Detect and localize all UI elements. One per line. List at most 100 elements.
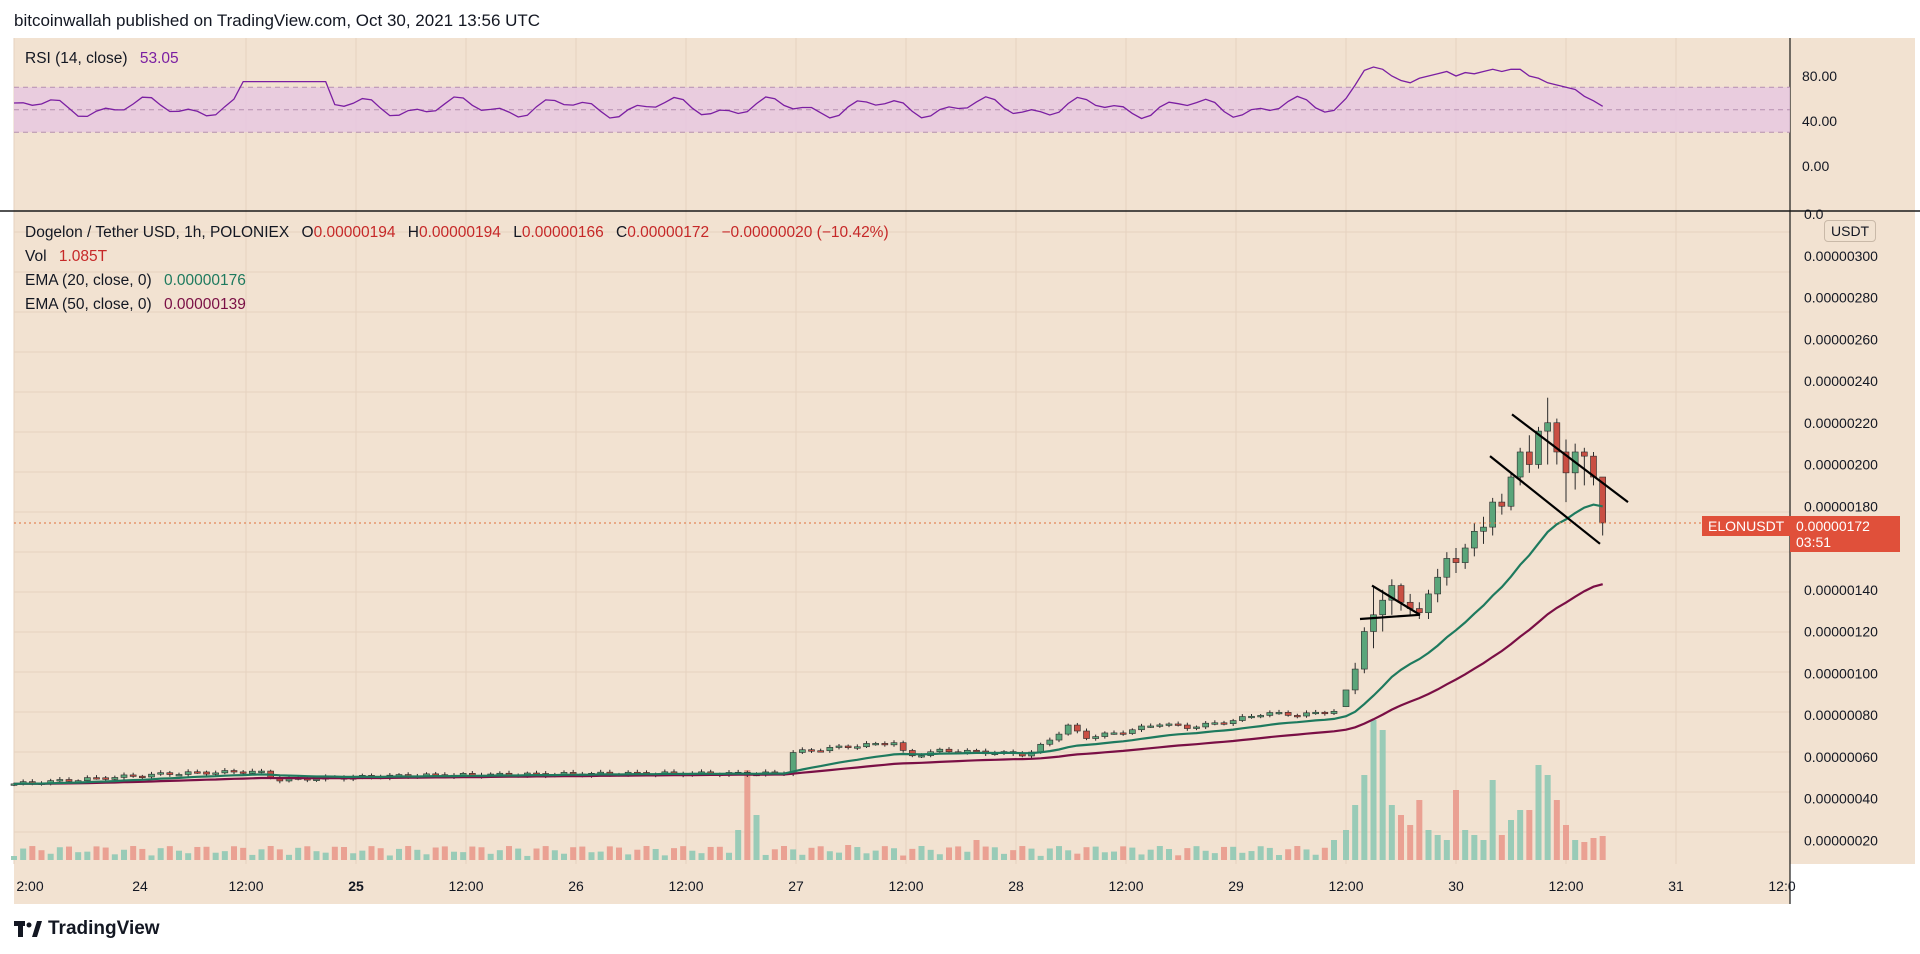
candle-up xyxy=(1147,725,1154,728)
candle-up xyxy=(1129,729,1136,734)
candle-up xyxy=(1312,711,1319,715)
rsi-band xyxy=(14,87,1790,133)
volume-bar xyxy=(212,852,219,860)
candle-up xyxy=(258,770,265,773)
volume-bar xyxy=(286,854,292,860)
plot-background xyxy=(14,38,1790,864)
volume-bar xyxy=(900,855,907,860)
candle-up xyxy=(249,770,256,774)
time-tick-label: 31 xyxy=(1668,878,1684,894)
volume-bar xyxy=(891,848,897,860)
last-price-value: 0.00000172 xyxy=(1796,518,1870,534)
time-tick-label: 29 xyxy=(1228,878,1244,894)
volume-bar xyxy=(1398,815,1404,860)
price-tick-label: 0.00000240 xyxy=(1804,373,1878,389)
low-value: 0.00000166 xyxy=(521,224,604,241)
volume-bar xyxy=(1230,846,1237,860)
candle-up xyxy=(1516,451,1524,478)
candle-up xyxy=(936,748,944,753)
volume-bar xyxy=(47,853,54,860)
time-tick-label: 25 xyxy=(348,878,364,894)
volume-bar xyxy=(826,851,833,860)
volume-bar xyxy=(304,846,311,860)
ohlc-high: H0.00000194 xyxy=(408,224,501,241)
volume-bar xyxy=(1266,847,1273,860)
volume-bar xyxy=(93,846,100,860)
volume-bar xyxy=(597,851,604,860)
volume-bar xyxy=(1361,775,1368,860)
candle-down xyxy=(1083,730,1090,739)
candle-up xyxy=(157,772,164,775)
volume-bar xyxy=(1257,846,1264,860)
ohlc-low: L0.00000166 xyxy=(513,224,604,241)
volume-bar xyxy=(1321,847,1328,860)
candle-up xyxy=(1361,631,1368,670)
symbol-price-tag: ELONUSDT xyxy=(1702,516,1791,536)
volume-bar xyxy=(1416,800,1423,860)
volume-bar xyxy=(1028,848,1035,860)
open-value: 0.00000194 xyxy=(313,224,396,241)
volume-bar xyxy=(84,851,91,860)
time-tick-label: 12:00 xyxy=(1548,878,1583,894)
volume-bar xyxy=(1508,820,1514,860)
candle-up xyxy=(1055,733,1063,741)
volume-bar xyxy=(276,849,283,860)
candle-up xyxy=(1351,668,1359,691)
vol-value: 1.085T xyxy=(58,248,108,265)
candle-up xyxy=(1202,722,1209,728)
volume-bar xyxy=(1517,810,1524,860)
high-value: 0.00000194 xyxy=(419,224,501,241)
candle-down xyxy=(899,742,907,751)
ema50-legend: EMA (50, close, 0) 0.00000139 xyxy=(25,296,254,314)
volume-bar xyxy=(808,847,815,860)
candle-up xyxy=(854,746,861,749)
symbol-label[interactable]: Dogelon / Tether USD, 1h, POLONIEX xyxy=(25,224,290,241)
volume-bar xyxy=(964,851,971,860)
candle-down xyxy=(102,777,109,780)
volume-bar xyxy=(579,846,586,860)
volume-bar xyxy=(854,847,861,860)
candle-up xyxy=(1303,712,1310,717)
candle-up xyxy=(872,743,879,746)
candle-down xyxy=(817,750,824,753)
currency-badge[interactable]: USDT xyxy=(1824,220,1877,242)
volume-bar xyxy=(1312,854,1319,860)
candle-down xyxy=(166,772,174,775)
volume-bar xyxy=(845,845,852,860)
tradingview-logo[interactable]: TradingView xyxy=(14,918,160,940)
time-tick-label: 12:00 xyxy=(888,878,923,894)
chart-area[interactable]: 80.00 40.00 0.00 0.00000020 0.00000040 0.0000… xyxy=(0,38,1920,904)
volume-bar xyxy=(1443,840,1450,860)
volume-bar xyxy=(1572,840,1579,860)
trendline xyxy=(1371,584,1421,616)
volume-bar xyxy=(130,846,137,860)
brand-label: TradingView xyxy=(48,918,160,939)
volume-bar xyxy=(707,846,714,860)
volume-bar xyxy=(551,850,558,860)
time-tick-label: 12:00 xyxy=(1108,878,1143,894)
candle-down xyxy=(1119,732,1127,735)
volume-bar xyxy=(927,849,934,860)
volume-bar xyxy=(487,853,494,860)
candle-up xyxy=(918,755,925,758)
candle-up xyxy=(1461,547,1469,563)
volume-bar xyxy=(799,854,806,860)
volume-bar xyxy=(1202,850,1209,860)
volume-bar xyxy=(20,848,27,860)
volume-bar xyxy=(753,815,760,860)
time-tick-label: 2:00 xyxy=(16,878,43,894)
volume-bar xyxy=(341,847,347,860)
candle-down xyxy=(1562,451,1570,474)
candle-up xyxy=(184,771,192,775)
candle-up xyxy=(84,777,91,781)
price-tick-label: 0.00000280 xyxy=(1804,290,1878,306)
candle-up xyxy=(1211,722,1219,725)
volume-bar xyxy=(1544,775,1551,860)
volume-bar xyxy=(469,846,476,860)
volume-bar xyxy=(726,852,732,860)
volume-bar xyxy=(1434,835,1441,860)
volume-bar xyxy=(1535,765,1542,860)
volume-bar xyxy=(698,853,705,860)
rsi-label: RSI (14, close) xyxy=(25,50,128,67)
volume-bar xyxy=(689,850,696,860)
